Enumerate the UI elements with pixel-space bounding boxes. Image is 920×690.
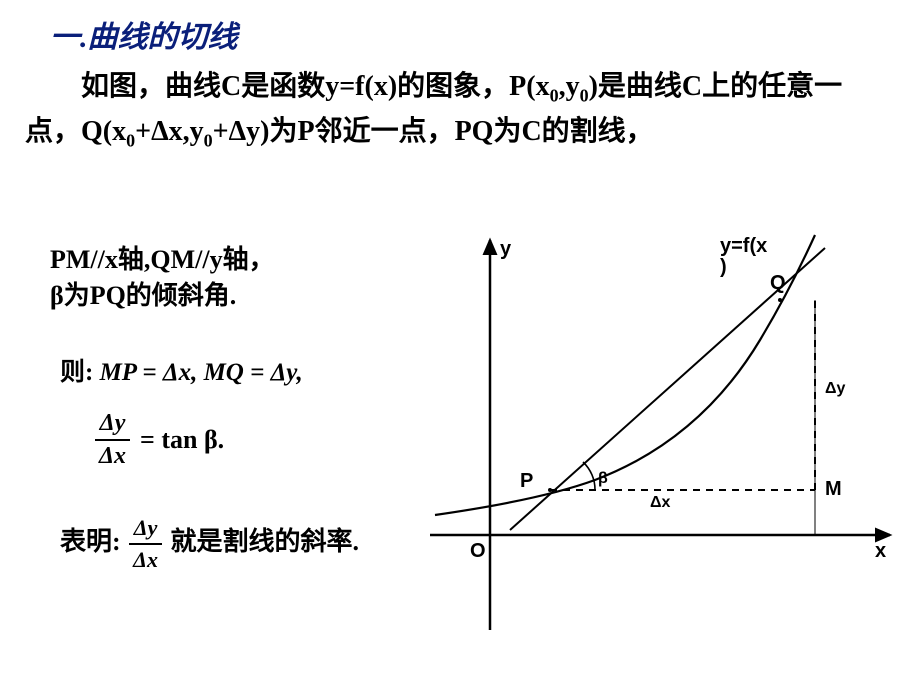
fraction-dy-dx-2: Δy Δx bbox=[129, 515, 162, 573]
label-beta: β bbox=[598, 470, 608, 488]
label-y-axis: y bbox=[500, 238, 511, 261]
label-curve-fx: y=f(x ) bbox=[720, 236, 767, 278]
conclusion-line: 表明: Δy Δx 就是割线的斜率. bbox=[60, 515, 359, 573]
eq1-body: MP = Δx, MQ = Δy, bbox=[100, 359, 303, 386]
fraction-dy-dx: Δy Δx bbox=[95, 410, 130, 470]
para-sub-c: 0 bbox=[126, 131, 135, 151]
diagram-svg bbox=[420, 230, 900, 670]
section-title: 一.曲线的切线 bbox=[50, 12, 238, 56]
label-curve-l1: y=f(x bbox=[720, 235, 767, 257]
frac-num: Δy bbox=[95, 410, 130, 437]
beta-arc bbox=[583, 462, 595, 490]
label-origin: O bbox=[470, 540, 486, 563]
para-t1: 如图，曲线C是函数y=f(x)的图象，P(x bbox=[25, 71, 550, 102]
label-p: P bbox=[520, 470, 533, 493]
eq3-suffix: 就是割线的斜率. bbox=[170, 527, 359, 556]
label-q: Q bbox=[770, 272, 786, 295]
eq1-prefix: 则: bbox=[60, 359, 93, 386]
frac2-num: Δy bbox=[129, 515, 162, 541]
para-sub-d: 0 bbox=[204, 131, 213, 151]
label-dy: Δy bbox=[825, 380, 845, 398]
pm-qm-note: PM//x轴,QM//y轴， β为PQ的倾斜角. bbox=[50, 242, 275, 315]
pm-qm-line2: β为PQ的倾斜角. bbox=[50, 278, 275, 314]
label-x-axis: x bbox=[875, 540, 886, 563]
para-t4: +Δx,y bbox=[135, 116, 204, 147]
equation-slope: Δy Δx = tan β. bbox=[95, 410, 224, 470]
frac-bar bbox=[95, 439, 130, 441]
label-m: M bbox=[825, 478, 842, 501]
para-t2: ,y bbox=[559, 71, 580, 102]
frac2-den: Δx bbox=[129, 547, 162, 573]
para-t5: +Δy)为P邻近一点，PQ为C的割线， bbox=[213, 116, 654, 147]
point-q bbox=[778, 298, 782, 302]
intro-paragraph: 如图，曲线C是函数y=f(x)的图象，P(x0,y0)是曲线C上的任意一点，Q(… bbox=[25, 65, 895, 156]
tangent-diagram: y x O y=f(x ) P Q M β Δx Δy bbox=[420, 230, 900, 670]
frac2-bar bbox=[129, 543, 162, 545]
frac-rhs: = tan β. bbox=[140, 425, 224, 455]
eq3-prefix: 表明: bbox=[60, 527, 121, 556]
frac-den: Δx bbox=[95, 443, 130, 470]
para-sub-a: 0 bbox=[550, 86, 559, 106]
equation-mp-mq: 则: MP = Δx, MQ = Δy, bbox=[60, 352, 303, 388]
point-p bbox=[548, 488, 552, 492]
label-dx: Δx bbox=[650, 494, 670, 512]
para-sub-b: 0 bbox=[580, 86, 589, 106]
pm-qm-line1: PM//x轴,QM//y轴， bbox=[50, 242, 275, 278]
label-curve-l2: ) bbox=[720, 256, 727, 278]
